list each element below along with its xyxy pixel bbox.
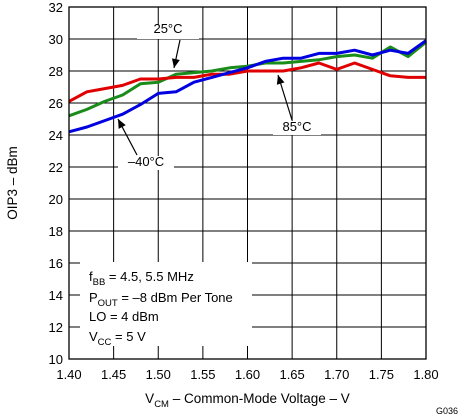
y-tick-label: 10 (49, 352, 63, 367)
y-tick-label: 12 (49, 320, 63, 335)
y-tick-label: 24 (49, 128, 63, 143)
x-tick-label: 1.55 (190, 367, 215, 382)
series-lines (68, 39, 427, 134)
condition-rest: = 5 V (111, 329, 146, 344)
x-tick-label: 1.45 (101, 367, 126, 382)
y-tick-label: 28 (49, 64, 63, 79)
y-tick-label: 22 (49, 160, 63, 175)
conditions-box: fBB = 4.5, 5.5 MHz POUT = –8 dBm Per Tone… (80, 262, 252, 348)
x-tick-label: 1.60 (235, 367, 260, 382)
condition-line: POUT = –8 dBm Per Tone (89, 290, 233, 309)
condition-sub: CC (98, 337, 112, 348)
y-tick-label: 26 (49, 96, 63, 111)
x-tick-label: 1.70 (324, 367, 349, 382)
condition-main: V (89, 329, 98, 344)
y-tick-labels: 10 12 14 16 18 20 22 24 26 28 30 32 (49, 0, 63, 367)
x-tick-label: 1.75 (369, 367, 394, 382)
x-tick-label: 1.65 (279, 367, 304, 382)
series-line-minus40c (68, 39, 427, 134)
y-tick-label: 18 (49, 224, 63, 239)
figure-id: G036 (436, 406, 458, 416)
annotation-bg (273, 121, 321, 135)
annotation-label: –40°C (128, 154, 164, 169)
x-tick-label: 1.40 (56, 367, 81, 382)
condition-line: LO = 4 dBm (89, 309, 159, 324)
condition-main: LO = 4 dBm (89, 309, 159, 324)
condition-main: f (89, 269, 93, 284)
condition-sub: BB (93, 277, 106, 288)
annotation-label: 25°C (153, 21, 182, 36)
condition-rest: = –8 dBm Per Tone (118, 290, 233, 305)
annotation-label: 85°C (282, 119, 311, 134)
annotation-arrowhead (276, 75, 285, 85)
annotation-arrowhead (171, 58, 180, 68)
condition-sub: OUT (98, 298, 118, 309)
y-tick-label: 32 (49, 0, 63, 15)
x-axis-title-sub: CM (154, 399, 169, 410)
y-tick-label: 30 (49, 32, 63, 47)
y-axis-title: OIP3 – dBm (5, 146, 20, 220)
x-tick-label: 1.80 (413, 367, 438, 382)
series-line-85c (68, 61, 426, 103)
x-axis-title-base: V (145, 391, 154, 406)
plot-frame (68, 6, 427, 360)
conditions-bg (80, 262, 252, 346)
condition-main: P (89, 290, 98, 305)
annotation-bg (118, 156, 174, 170)
annotations: 25°C 85°C –40°C (117, 21, 321, 170)
condition-rest: = 4.5, 5.5 MHz (105, 269, 194, 284)
annotation-arrowhead (118, 119, 126, 129)
condition-line: fBB = 4.5, 5.5 MHz (89, 269, 194, 288)
x-tick-labels: 1.40 1.45 1.50 1.55 1.60 1.65 1.70 1.75 1.80 (56, 367, 438, 382)
x-tick-label: 1.50 (146, 367, 171, 382)
annotation-bg (137, 25, 199, 39)
x-axis-title-rest: – Common-Mode Voltage – V (169, 391, 350, 406)
series-line-25c (68, 41, 427, 118)
condition-line: VCC = 5 V (89, 329, 146, 348)
y-tick-label: 16 (49, 256, 63, 271)
y-tick-label: 14 (49, 288, 63, 303)
y-tick-label: 20 (49, 192, 63, 207)
x-axis-title: VCM – Common-Mode Voltage – V (145, 391, 350, 410)
